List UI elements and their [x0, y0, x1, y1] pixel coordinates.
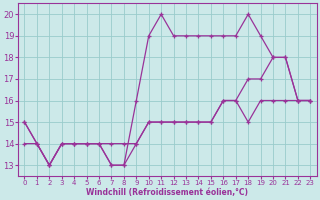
- X-axis label: Windchill (Refroidissement éolien,°C): Windchill (Refroidissement éolien,°C): [86, 188, 248, 197]
